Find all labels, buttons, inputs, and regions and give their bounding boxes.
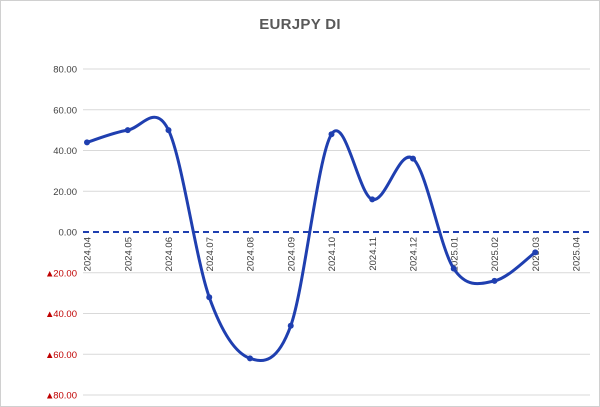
data-point bbox=[206, 294, 213, 301]
y-tick-negative-marker: ▲ bbox=[45, 268, 54, 279]
data-point bbox=[410, 155, 416, 162]
x-tick-label: 2024.09 bbox=[286, 237, 297, 271]
x-tick-label: 2024.05 bbox=[123, 237, 134, 271]
data-point bbox=[328, 131, 335, 138]
data-point bbox=[247, 355, 253, 362]
y-tick-label: 40.00 bbox=[53, 309, 77, 320]
series-line bbox=[85, 115, 537, 362]
y-tick-negative-marker: ▲ bbox=[45, 309, 54, 320]
y-tick-label: 60.00 bbox=[53, 350, 77, 361]
data-point bbox=[532, 249, 539, 256]
chart-title: EURJPY DI bbox=[259, 16, 341, 33]
x-tick-label: 2024.11 bbox=[368, 237, 379, 271]
y-tick-label: 20.00 bbox=[53, 268, 77, 279]
x-tick-label: 2024.04 bbox=[83, 237, 94, 271]
x-tick-label: 2024.08 bbox=[246, 237, 257, 271]
y-axis-labels: 80.0060.0040.0020.000.00▲20.00▲40.00▲60.… bbox=[45, 65, 77, 402]
gridlines bbox=[83, 68, 590, 396]
x-tick-label: 2024.12 bbox=[409, 237, 420, 271]
x-tick-label: 2024.07 bbox=[205, 237, 216, 271]
data-point bbox=[491, 277, 498, 284]
data-point bbox=[369, 196, 376, 203]
y-tick-label: 20.00 bbox=[53, 187, 77, 198]
x-tick-label: 2025.04 bbox=[572, 237, 583, 271]
y-tick-negative-marker: ▲ bbox=[45, 350, 54, 361]
y-tick-label: 0.00 bbox=[59, 228, 78, 239]
data-point bbox=[84, 139, 90, 146]
data-point bbox=[287, 322, 294, 329]
y-tick-label: 80.00 bbox=[53, 391, 77, 402]
data-point bbox=[165, 127, 172, 134]
x-tick-label: 2024.10 bbox=[327, 237, 338, 271]
y-tick-negative-marker: ▲ bbox=[45, 391, 54, 402]
data-point bbox=[450, 265, 457, 272]
x-tick-label: 2025.02 bbox=[490, 237, 501, 271]
x-axis-labels: 2024.04 2024.05 2024.06 2024.07 2024.08 2024.… bbox=[83, 237, 583, 271]
x-tick-label: 2025.01 bbox=[449, 237, 460, 271]
data-point bbox=[124, 127, 131, 134]
x-tick-label: 2024.06 bbox=[164, 237, 175, 271]
y-tick-label: 80.00 bbox=[53, 65, 77, 76]
y-tick-label: 60.00 bbox=[53, 105, 77, 116]
series-layer bbox=[84, 115, 539, 362]
y-tick-label: 40.00 bbox=[53, 146, 77, 157]
